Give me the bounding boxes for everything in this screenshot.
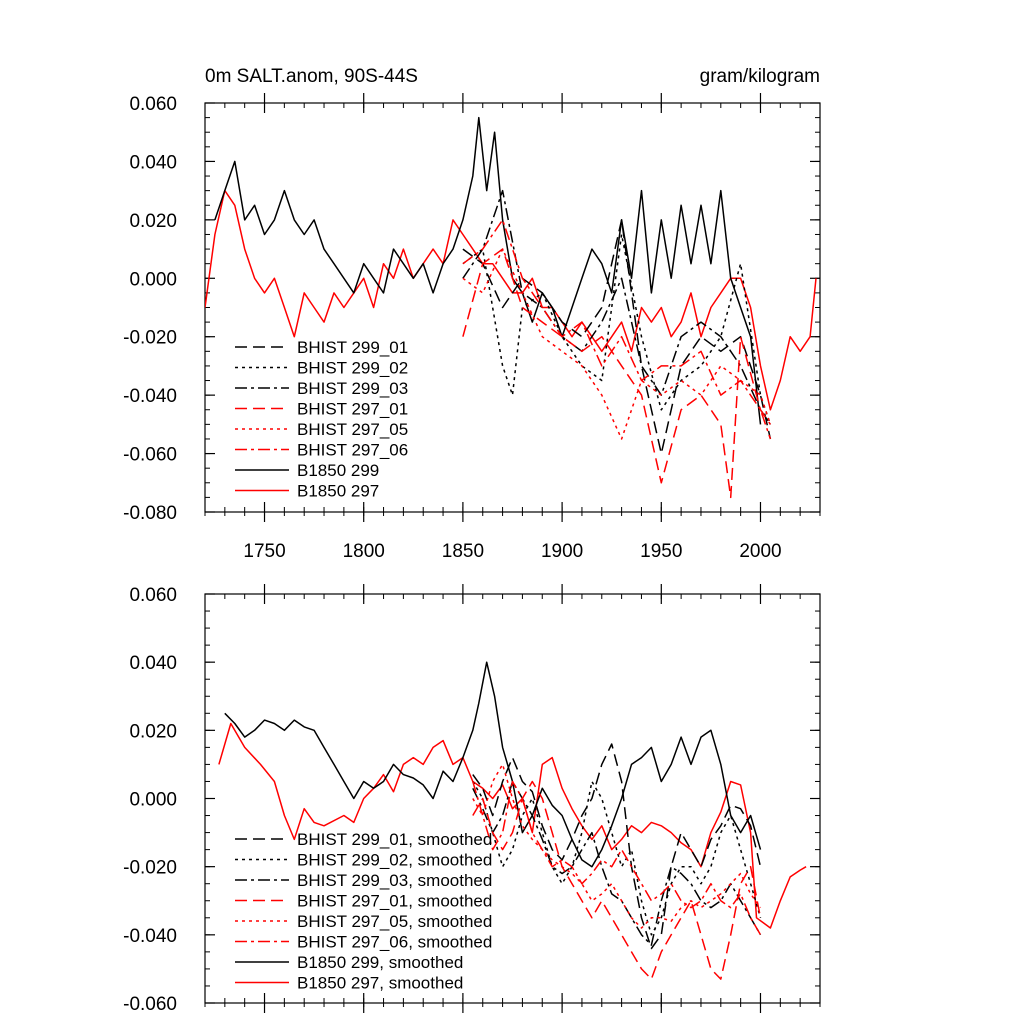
top-legend-label: BHIST 299_03 — [297, 379, 408, 398]
top-series-bhist-297-06 — [462, 219, 772, 440]
top-legend-label: BHIST 297_01 — [297, 400, 408, 419]
bottom-legend-label: BHIST 297_05, smoothed — [297, 912, 492, 931]
bottom-legend-label: BHIST 299_01, smoothed — [297, 830, 492, 849]
top-series-bhist-297-01 — [462, 248, 772, 499]
top-y-tick-label: -0.040 — [123, 386, 177, 407]
bottom-y-tick-label: 0.060 — [129, 585, 177, 606]
bottom-legend-label: BHIST 299_02, smoothed — [297, 851, 492, 870]
bottom-y-tick-label: -0.020 — [123, 858, 177, 879]
top-x-tick-label: 1750 — [243, 541, 285, 562]
bottom-series-b1850-299-smoothed — [224, 661, 762, 868]
top-x-tick-label: 1950 — [640, 541, 682, 562]
bottom-series-bhist-297-01-smoothed — [472, 780, 762, 980]
top-legend-label: BHIST 297_06 — [297, 441, 408, 460]
bottom-legend-label: B1850 297, smoothed — [297, 974, 463, 993]
top-series-bhist-297-05 — [462, 248, 772, 440]
bottom-panel-plot: -0.060 -0.040 -0.020 0.000 0.020 0.040 0.060 BH… — [123, 584, 821, 1015]
bottom-series-b1850-297-smoothed — [218, 722, 807, 929]
top-series-group — [205, 116, 817, 499]
bottom-y-tick-label: 0.020 — [129, 721, 177, 742]
bottom-y-tick-label: -0.040 — [123, 926, 177, 947]
top-y-tick-label: 0.060 — [129, 94, 177, 115]
bottom-legend-label: BHIST 297_01, smoothed — [297, 892, 492, 911]
bottom-series-bhist-299-03-smoothed — [472, 780, 762, 946]
top-y-tick-label: -0.080 — [123, 503, 177, 524]
top-legend-label: BHIST 299_02 — [297, 359, 408, 378]
bottom-legend-label: B1850 299, smoothed — [297, 953, 463, 972]
top-y-tick-label: -0.060 — [123, 445, 177, 466]
top-legend-label: B1850 297 — [297, 482, 379, 501]
bottom-y-tick-label: -0.060 — [123, 994, 177, 1015]
top-y-tick-label: 0.000 — [129, 269, 177, 290]
bottom-series-bhist-297-05-smoothed — [472, 763, 762, 929]
top-x-tick-label: 1900 — [541, 541, 583, 562]
top-x-tick-label: 2000 — [739, 541, 781, 562]
top-y-tick-label: -0.020 — [123, 328, 177, 349]
bottom-y-tick-label: 0.040 — [129, 653, 177, 674]
bottom-series-group — [218, 661, 807, 980]
top-legend-label: BHIST 299_01 — [297, 338, 408, 357]
top-y-tick-label: 0.040 — [129, 152, 177, 173]
top-x-tick-label: 1850 — [442, 541, 484, 562]
top-series-b1850-299 — [214, 116, 762, 425]
top-x-tick-label: 1800 — [343, 541, 385, 562]
top-panel-units: gram/kilogram — [699, 66, 820, 87]
top-panel-plot: 1750 1800 1850 1900 1950 2000 -0.080 -0.060 -0.0… — [123, 93, 821, 562]
top-legend-label: B1850 299 — [297, 461, 379, 480]
top-legend-label: BHIST 297_05 — [297, 420, 408, 439]
bottom-legend-label: BHIST 299_03, smoothed — [297, 871, 492, 890]
bottom-y-tick-label: 0.000 — [129, 790, 177, 811]
bottom-legend-label: BHIST 297_06, smoothed — [297, 933, 492, 952]
top-panel-title: 0m SALT.anom, 90S-44S — [205, 66, 418, 87]
top-series-bhist-299-02 — [462, 233, 772, 425]
bottom-series-bhist-299-01-smoothed — [472, 743, 762, 950]
top-series-bhist-299-01 — [462, 219, 772, 455]
top-y-tick-label: 0.020 — [129, 211, 177, 232]
